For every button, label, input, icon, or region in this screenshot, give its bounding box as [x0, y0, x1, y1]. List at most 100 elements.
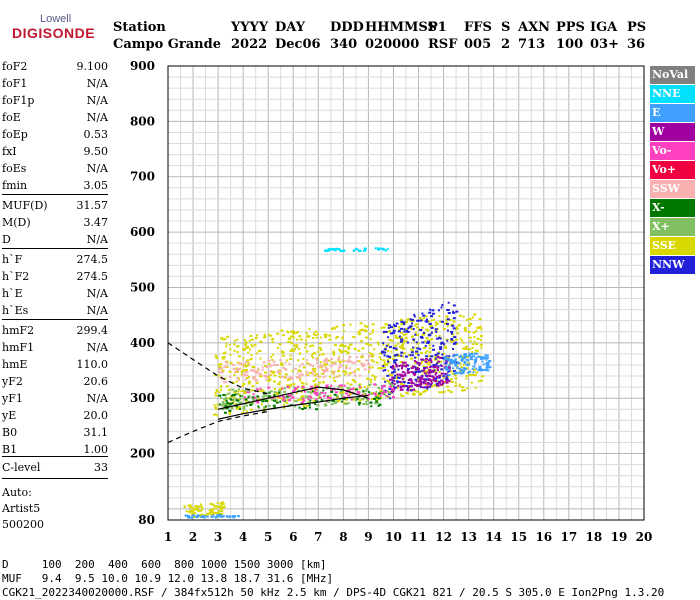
data-point: [317, 384, 320, 387]
data-point: [434, 378, 437, 381]
data-point: [430, 326, 434, 329]
data-point: [385, 330, 388, 333]
data-point: [406, 329, 409, 332]
data-point: [400, 344, 404, 347]
data-point: [480, 335, 484, 338]
data-point: [330, 388, 333, 391]
data-point: [480, 346, 483, 349]
data-point: [333, 393, 337, 396]
header-col-label-5: P1: [428, 20, 447, 35]
data-point: [359, 329, 363, 332]
data-point: [221, 338, 225, 341]
data-point: [383, 390, 386, 393]
data-point: [393, 368, 396, 371]
data-point: [393, 345, 396, 348]
data-point: [345, 367, 349, 370]
data-point: [304, 343, 308, 346]
data-point: [384, 368, 387, 371]
data-point: [413, 360, 416, 363]
data-point: [258, 389, 261, 392]
data-point: [447, 366, 451, 369]
data-point: [259, 350, 262, 353]
data-point: [325, 367, 329, 370]
data-point: [402, 383, 405, 386]
header-col-value-11: 36: [627, 37, 646, 52]
data-point: [410, 318, 414, 321]
data-point: [309, 399, 312, 402]
data-point: [430, 315, 434, 318]
data-point: [214, 406, 218, 409]
data-point: [352, 387, 355, 390]
data-point: [432, 364, 435, 367]
data-point: [305, 350, 309, 353]
data-point: [356, 396, 360, 399]
data-point: [314, 378, 317, 381]
data-point: [292, 390, 296, 393]
data-point: [358, 249, 362, 252]
data-point: [415, 326, 418, 329]
data-point: [223, 406, 226, 409]
data-point: [285, 368, 288, 371]
data-point: [453, 354, 457, 357]
data-point: [390, 339, 394, 342]
data-point: [386, 248, 389, 251]
data-point: [306, 335, 310, 338]
data-point: [231, 398, 235, 401]
data-point: [436, 380, 439, 383]
data-point: [384, 394, 388, 397]
data-point: [263, 333, 266, 336]
data-point: [259, 375, 263, 378]
data-point: [445, 315, 449, 318]
data-point: [367, 398, 370, 401]
data-point: [318, 346, 322, 349]
data-point: [272, 360, 276, 363]
data-point: [434, 328, 438, 331]
data-point: [234, 371, 237, 374]
data-point: [290, 330, 294, 333]
y-tick-label: 600: [130, 225, 155, 239]
data-point: [443, 373, 447, 376]
data-point: [315, 408, 319, 411]
data-point: [391, 381, 394, 384]
data-point: [348, 355, 352, 358]
data-point: [447, 312, 451, 315]
data-point: [332, 362, 336, 365]
data-point: [224, 351, 227, 354]
data-point: [429, 325, 433, 328]
data-point: [454, 381, 457, 384]
header-col-value-1: 2022: [231, 37, 268, 52]
data-point: [208, 512, 211, 515]
data-point: [446, 309, 450, 312]
data-point: [421, 378, 425, 381]
data-point: [413, 315, 416, 318]
data-point: [409, 385, 413, 388]
data-point: [214, 511, 218, 514]
data-point: [283, 406, 286, 409]
data-point: [215, 390, 218, 393]
data-point: [224, 338, 227, 341]
data-point: [188, 504, 192, 507]
data-point: [423, 368, 426, 371]
data-point: [315, 361, 318, 364]
data-point: [257, 405, 260, 408]
data-point: [382, 359, 386, 362]
data-point: [312, 364, 315, 367]
data-point: [211, 508, 215, 511]
data-point: [358, 403, 361, 406]
data-point: [283, 390, 287, 393]
data-point: [318, 381, 322, 384]
data-point: [287, 378, 291, 381]
param-value: 299.4: [76, 324, 109, 337]
data-point: [405, 321, 409, 324]
data-point: [398, 365, 401, 368]
data-point: [395, 377, 398, 380]
data-point: [451, 367, 454, 370]
y-tick-label: 700: [130, 170, 155, 184]
header-col-label-10: IGA: [590, 20, 618, 35]
data-point: [386, 374, 390, 377]
data-point: [442, 328, 446, 331]
data-point: [339, 385, 343, 388]
data-point: [394, 386, 398, 389]
data-point: [227, 392, 231, 395]
data-point: [228, 409, 232, 412]
